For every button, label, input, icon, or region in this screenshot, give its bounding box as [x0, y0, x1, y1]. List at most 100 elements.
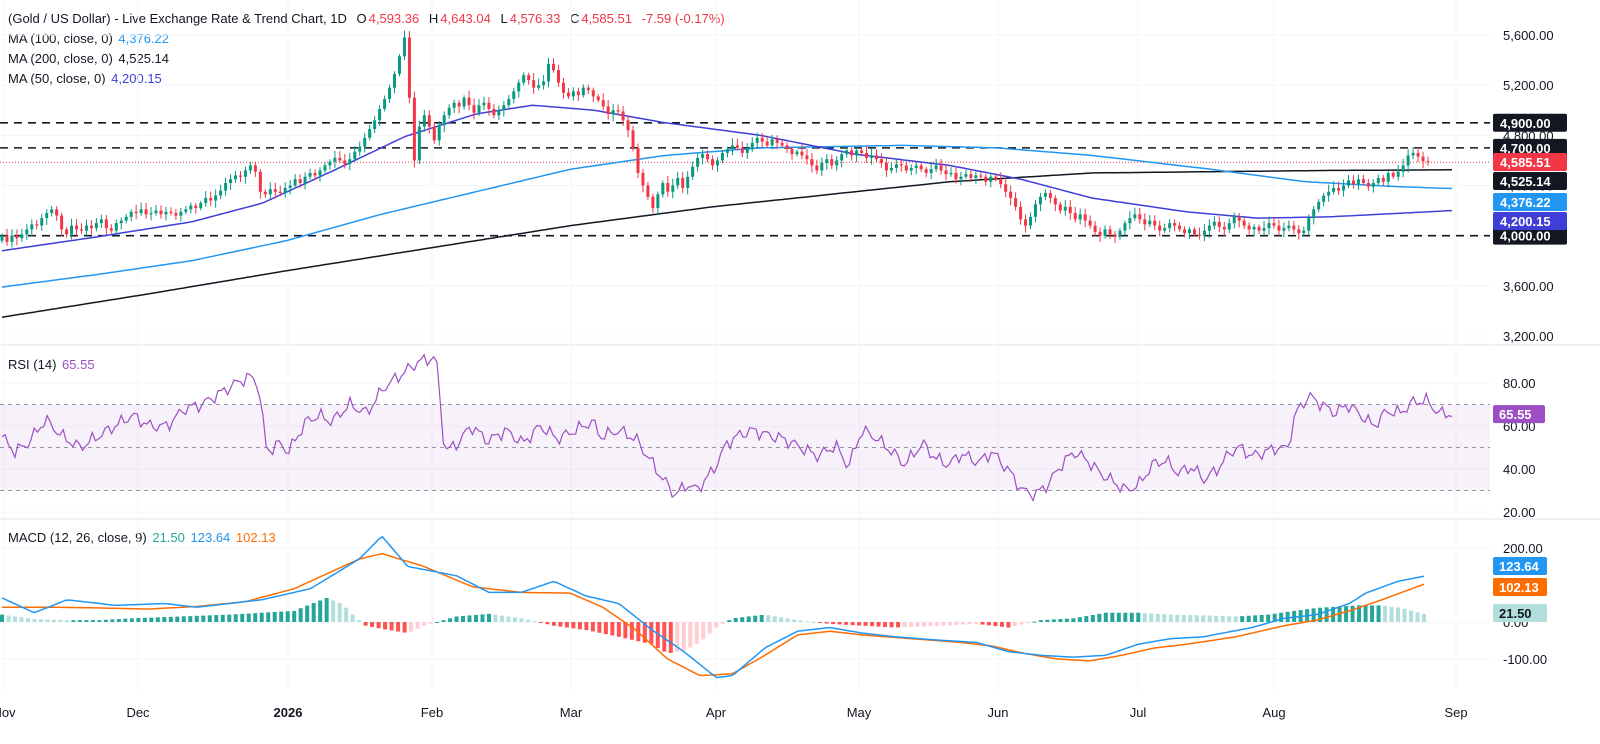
candle — [889, 162, 893, 174]
time-label-jul: Jul — [1130, 705, 1147, 720]
macd-hist-bar — [1071, 618, 1076, 622]
candle — [800, 144, 804, 160]
candle-body — [60, 215, 64, 230]
candle-body — [1416, 152, 1420, 157]
candle-body — [676, 177, 680, 186]
candle-body — [492, 108, 496, 116]
candle-body — [1252, 226, 1256, 230]
candle — [253, 162, 257, 177]
candle — [586, 84, 590, 95]
candle-body — [601, 100, 605, 107]
candle — [323, 162, 327, 174]
time-label-2026: 2026 — [274, 705, 303, 720]
ma200-legend-label: MA (200, close, 0) — [8, 51, 113, 66]
price-axis[interactable]: 3,200.003,600.004,000.004,400.004,800.00… — [1493, 28, 1567, 667]
candle-body — [720, 152, 724, 161]
candle-body — [894, 164, 898, 168]
candle-body — [1406, 155, 1410, 166]
candle-body — [740, 147, 744, 153]
macd-hist-bar — [493, 614, 498, 622]
price-tag-3-bg — [1493, 212, 1567, 230]
candle-body — [407, 37, 411, 98]
candle — [313, 169, 317, 181]
time-label-mar: Mar — [560, 705, 583, 720]
macd-hist-bar — [532, 621, 537, 623]
candle — [467, 90, 471, 111]
candle — [442, 111, 446, 133]
candle — [1118, 227, 1122, 240]
candle-body — [442, 115, 446, 126]
macd-hist-bar — [1415, 612, 1420, 622]
candle — [1396, 164, 1400, 181]
macd-hist-bar — [1142, 613, 1147, 622]
ma200-legend[interactable]: MA (200, close, 0) 4,525.14 — [8, 51, 171, 66]
candle — [879, 153, 883, 168]
candle — [104, 214, 108, 235]
macd-hist-bar — [629, 622, 634, 640]
macd-hist-bar — [805, 621, 810, 623]
macd-hist-bar — [175, 616, 180, 622]
candle-body — [576, 91, 580, 96]
candle — [437, 121, 441, 146]
candle — [686, 171, 690, 195]
candle — [979, 172, 983, 180]
candle — [855, 147, 859, 163]
price-pane[interactable] — [0, 30, 1490, 318]
macd-tick-label: 200.00 — [1503, 541, 1543, 556]
candle-body — [45, 213, 49, 219]
rsi-pane[interactable] — [0, 353, 1490, 503]
candle — [596, 94, 600, 103]
candle-body — [1262, 228, 1266, 231]
macd-hist-bar — [71, 620, 76, 622]
candle — [835, 156, 839, 171]
macd-hist-bar — [1032, 621, 1037, 623]
time-label-sep: Sep — [1444, 705, 1467, 720]
candle — [1282, 222, 1286, 238]
candle — [338, 151, 342, 164]
macd-hist-bar — [1084, 616, 1089, 622]
rsi-legend[interactable]: RSI (14) 65.55 — [8, 357, 97, 372]
macd-legend[interactable]: MACD (12, 26, close, 9) 21.50 123.64 102… — [8, 530, 278, 545]
candle-body — [899, 164, 903, 166]
candle — [1073, 206, 1077, 223]
candle-body — [194, 205, 198, 209]
macd-pane[interactable] — [0, 535, 1426, 679]
candle-body — [104, 219, 108, 229]
candle — [1043, 189, 1047, 201]
candle — [1237, 212, 1241, 228]
candle — [1391, 170, 1395, 179]
candle-body — [646, 185, 650, 197]
macd-hist-bar — [1175, 614, 1180, 622]
candle — [298, 174, 302, 188]
macd-hist-bar — [344, 607, 349, 622]
macd-hist-bar — [857, 622, 862, 626]
macd-hist-bar — [194, 615, 199, 622]
candle — [35, 219, 39, 230]
macd-hist-bar — [941, 622, 946, 626]
candle — [1386, 170, 1390, 188]
macd-hist-bar — [19, 617, 24, 622]
candle-body — [815, 165, 819, 171]
candle-body — [1197, 234, 1201, 236]
macd-hist-bar — [1155, 613, 1160, 622]
candle-body — [914, 165, 918, 168]
candle — [1148, 214, 1152, 228]
candle — [293, 174, 297, 189]
candle — [129, 209, 133, 222]
candle-body — [651, 196, 655, 209]
candle — [407, 30, 411, 104]
price-tag-0-text: 4,585.51 — [1500, 155, 1551, 170]
time-axis[interactable]: Nov Dec 2026 Feb Mar Apr May Jun Jul Aug Sep — [0, 705, 1468, 720]
candle-body — [1043, 193, 1047, 197]
candle — [75, 218, 79, 237]
macd-hist-bar — [1025, 622, 1030, 624]
candle — [914, 162, 918, 175]
candle-body — [1048, 193, 1052, 199]
ma50-legend[interactable]: MA (50, close, 0) 4,200.15 — [8, 71, 164, 86]
rsi-tick-label: 20.00 — [1503, 505, 1536, 520]
candle — [919, 162, 923, 173]
candle-body — [1113, 234, 1117, 237]
candle-body — [1053, 198, 1057, 205]
candle-body — [979, 175, 983, 177]
